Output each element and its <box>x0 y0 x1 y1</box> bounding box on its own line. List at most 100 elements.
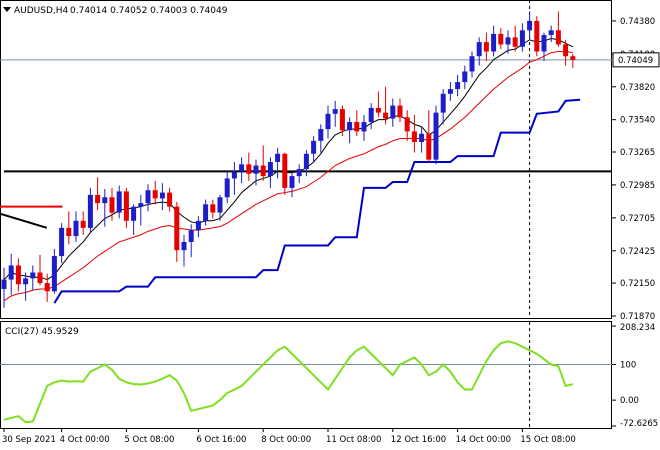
axes: 0.743800.741000.738200.735400.732650.729… <box>2 17 660 445</box>
time-tick-label: 8 Oct 00:00 <box>261 435 311 445</box>
candle-body <box>476 42 482 57</box>
candle-body <box>534 20 540 52</box>
candle-body <box>203 204 209 221</box>
candle-body <box>123 191 129 221</box>
candle-body <box>138 203 144 207</box>
candle-body <box>174 206 180 251</box>
candle-body <box>275 153 281 162</box>
candle-body <box>145 190 151 204</box>
chart-header: AUDUSD,H4 0.74014 0.74052 0.74003 0.7404… <box>3 6 228 16</box>
candle-body <box>8 265 14 280</box>
candle-body <box>455 82 461 90</box>
candle-body <box>519 30 525 47</box>
candle-body <box>167 192 173 207</box>
time-tick-label: 12 Oct 16:00 <box>391 435 446 445</box>
candle-body <box>375 107 381 113</box>
cci-plot-area[interactable] <box>0 322 612 428</box>
candle-body <box>195 220 201 231</box>
fast-moving-average <box>3 38 574 281</box>
candle-body <box>563 44 569 57</box>
price-plot-area[interactable] <box>0 0 612 318</box>
candle-body <box>318 129 324 141</box>
time-tick-label: 4 Oct 00:00 <box>60 435 110 445</box>
candle-body <box>1 279 7 289</box>
candle-body <box>131 206 137 221</box>
candle-body <box>210 204 216 213</box>
price-tick-label: 0.72705 <box>620 214 655 224</box>
candle-body <box>527 20 533 31</box>
time-tick-label: 6 Oct 16:00 <box>196 435 246 445</box>
candle-body <box>426 133 432 160</box>
cci-tick-label: 208.234 <box>620 323 655 333</box>
price-tick-label: 0.73540 <box>620 116 655 126</box>
candle-body <box>224 178 230 198</box>
candle-body <box>411 131 417 143</box>
candle-body <box>152 190 158 199</box>
candle-body <box>30 272 36 279</box>
candle-body <box>267 162 273 177</box>
candle-body <box>361 122 367 132</box>
candle-body <box>483 42 489 52</box>
candle-body <box>491 33 497 52</box>
symbol-label: AUDUSD,H4 <box>14 6 69 16</box>
price-tick-label: 0.72150 <box>620 279 655 289</box>
candle-body <box>51 256 57 292</box>
current-price-tag <box>612 52 660 68</box>
cci-label: CCI(27) 45.9529 <box>5 327 79 337</box>
candle-body <box>246 164 252 174</box>
candle-body <box>397 105 403 118</box>
candle-body <box>433 112 439 160</box>
candle-body <box>404 117 410 132</box>
candle-body <box>44 283 50 292</box>
candle-body <box>260 165 266 177</box>
time-tick-label: 30 Sep 2021 <box>2 435 56 445</box>
candle-body <box>498 33 504 45</box>
candle-body <box>73 220 79 237</box>
candle-body <box>217 197 223 213</box>
candle-body <box>37 272 43 284</box>
candle-body <box>188 230 194 242</box>
time-tick-label: 5 Oct 08:00 <box>124 435 174 445</box>
candle-body <box>289 176 295 188</box>
price-tick-label: 0.73265 <box>620 148 655 158</box>
candle-body <box>505 37 511 45</box>
price-tick-label: 0.72985 <box>620 181 655 191</box>
candle-body <box>80 220 86 228</box>
candle-body <box>303 153 309 170</box>
collapse-arrow-icon[interactable] <box>3 7 11 12</box>
candle-body <box>570 56 576 60</box>
candle-body <box>512 37 518 47</box>
candle-body <box>66 227 72 237</box>
candle-body <box>332 109 338 114</box>
candle-body <box>325 113 331 130</box>
current-price-label: 0.74049 <box>618 56 653 66</box>
candle-body <box>59 227 65 257</box>
candle-body <box>253 165 259 174</box>
candle-body <box>354 122 360 132</box>
candle-body <box>231 171 237 179</box>
candle-body <box>383 112 389 119</box>
indicator-panel-frame <box>0 321 612 429</box>
cci-tick-label: 100 <box>620 361 636 371</box>
candle-body <box>368 107 374 123</box>
trend-step-line <box>53 98 581 304</box>
candle-body <box>339 109 345 131</box>
cci-line <box>3 340 574 424</box>
price-tick-label: 0.72425 <box>620 247 655 257</box>
candle-body <box>462 71 468 83</box>
price-tick-label: 0.73820 <box>620 83 655 93</box>
cci-tick-label: 0.00 <box>620 396 639 406</box>
candle-body <box>95 194 101 204</box>
time-tick-label: 15 Oct 08:00 <box>520 435 575 445</box>
candle-body <box>109 197 115 213</box>
candle-body <box>282 153 288 188</box>
candle-body <box>116 191 122 213</box>
ohlc-label: 0.74014 0.74052 0.74003 0.74049 <box>70 6 228 16</box>
price-tick-label: 0.71870 <box>620 312 655 322</box>
slow-moving-average <box>3 50 573 302</box>
black-diagonal-line <box>0 212 48 229</box>
candle-body <box>15 265 21 285</box>
candle-body <box>102 197 108 204</box>
candle-body <box>181 241 187 251</box>
